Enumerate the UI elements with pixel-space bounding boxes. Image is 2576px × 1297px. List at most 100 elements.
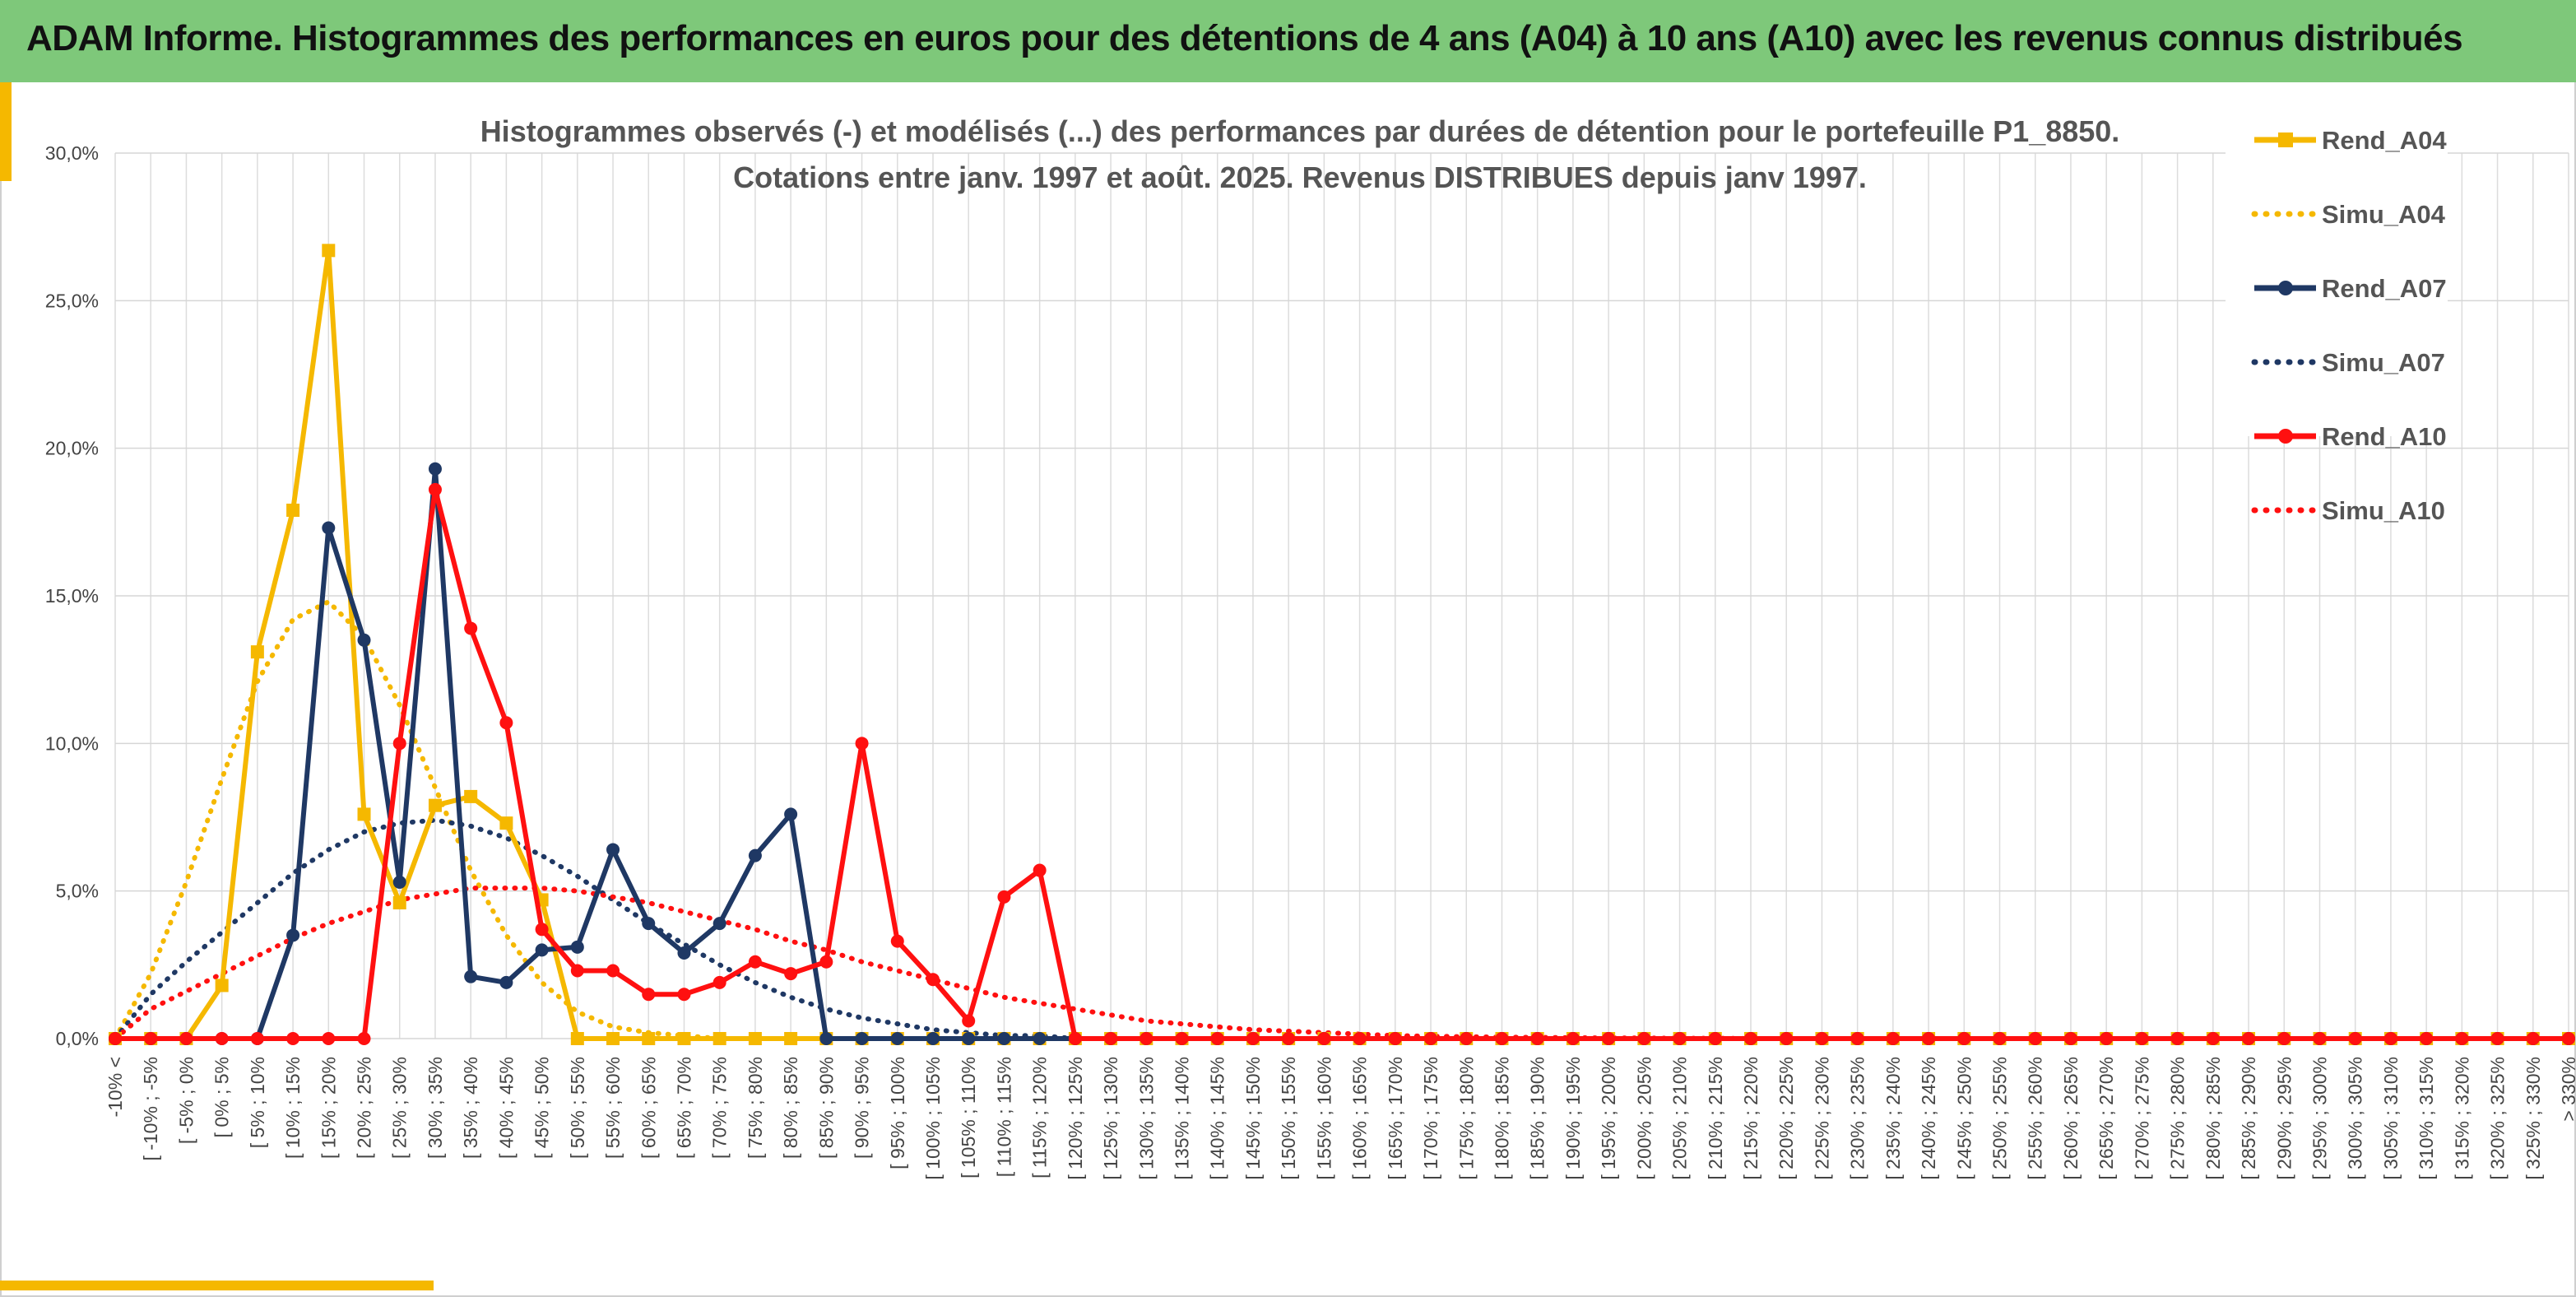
x-tick-label: [ 90% ; 95% — [852, 1057, 873, 1159]
point-Rend_A07 — [997, 1032, 1011, 1045]
point-Rend_A04 — [784, 1032, 798, 1045]
point-Rend_A07 — [322, 521, 336, 535]
point-Rend_A10 — [392, 737, 406, 751]
point-Rend_A07 — [1033, 1032, 1047, 1045]
x-tick-label: [ 70% ; 75% — [709, 1057, 731, 1159]
point-Rend_A10 — [2063, 1032, 2077, 1045]
x-tick-label: [ 45% ; 50% — [531, 1057, 553, 1159]
x-tick-label: [ 30% ; 35% — [425, 1057, 446, 1159]
point-Rend_A07 — [570, 940, 584, 954]
point-Rend_A07 — [712, 917, 726, 931]
point-Rend_A10 — [499, 716, 513, 730]
point-Rend_A10 — [677, 988, 691, 1002]
point-Rend_A10 — [1637, 1032, 1651, 1045]
legend-marker — [2278, 132, 2293, 147]
point-Rend_A10 — [784, 967, 798, 981]
y-tick-label: 30,0% — [45, 142, 99, 164]
page-title: ADAM Informe. Histogrammes des performan… — [26, 18, 2463, 58]
point-Rend_A10 — [179, 1032, 193, 1045]
point-Rend_A10 — [1815, 1032, 1829, 1045]
point-Rend_A10 — [1957, 1032, 1971, 1045]
x-tick-label: [ 125% ; 130% — [1100, 1057, 1121, 1180]
point-Rend_A07 — [499, 975, 513, 989]
chart-title-line: Cotations entre janv. 1997 et août. 2025… — [733, 160, 1867, 194]
x-tick-label: [ 250% ; 255% — [1989, 1057, 2011, 1180]
legend-label: Simu_A04 — [2322, 200, 2446, 229]
point-Rend_A10 — [1033, 863, 1047, 877]
x-tick-label: [ 55% ; 60% — [602, 1057, 624, 1159]
point-Rend_A10 — [712, 975, 726, 989]
point-Rend_A10 — [997, 890, 1011, 904]
y-axis-ticks: 0,0% 5,0% 10,0% 15,0% 20,0% 25,0% 30,0% — [45, 142, 99, 1049]
histogram-chart: Histogrammes observés (-) et modélisés (… — [45, 114, 2576, 1180]
point-Rend_A04 — [215, 979, 229, 993]
legend-marker — [2278, 281, 2293, 295]
point-Rend_A10 — [464, 621, 478, 635]
point-Rend_A10 — [144, 1032, 158, 1045]
point-Rend_A10 — [2526, 1032, 2540, 1045]
point-Rend_A10 — [2313, 1032, 2327, 1045]
point-Rend_A10 — [1708, 1032, 1722, 1045]
point-Rend_A10 — [570, 964, 584, 978]
point-Rend_A10 — [428, 482, 442, 496]
series-line-Rend_A07 — [115, 466, 2569, 1041]
y-tick-label: 25,0% — [45, 290, 99, 311]
point-Rend_A10 — [1530, 1032, 1544, 1045]
point-Rend_A10 — [1139, 1032, 1153, 1045]
point-Rend_A10 — [1850, 1032, 1864, 1045]
point-Rend_A10 — [2277, 1032, 2291, 1045]
point-Rend_A10 — [109, 1032, 122, 1045]
point-Rend_A10 — [1993, 1032, 2007, 1045]
x-tick-label: [ 260% ; 265% — [2060, 1057, 2082, 1180]
point-Rend_A10 — [642, 988, 656, 1002]
point-Rend_A04 — [499, 816, 513, 830]
point-Rend_A10 — [2455, 1032, 2469, 1045]
x-tick-label: [ 50% ; 55% — [567, 1057, 588, 1159]
point-Rend_A07 — [428, 462, 442, 476]
x-tick-label: [ 200% ; 205% — [1633, 1057, 1655, 1180]
x-tick-label: [ 210% ; 215% — [1705, 1057, 1726, 1180]
series-line-Simu_A07 — [113, 817, 2571, 1041]
point-Rend_A07 — [890, 1032, 904, 1045]
legend-label: Rend_A07 — [2322, 274, 2447, 303]
point-Rend_A10 — [215, 1032, 229, 1045]
point-Rend_A10 — [1317, 1032, 1331, 1045]
point-Rend_A04 — [570, 1032, 584, 1045]
x-axis-ticks: -10% < [ -10% ; -5% [ -5% ; 0% [ 0% ; 5% [ 5… — [104, 1057, 2576, 1180]
x-tick-label: [ 120% ; 125% — [1065, 1057, 1086, 1180]
point-Rend_A10 — [1566, 1032, 1580, 1045]
point-Rend_A10 — [2135, 1032, 2149, 1045]
x-tick-label: [ 190% ; 195% — [1562, 1057, 1584, 1180]
point-Rend_A10 — [2170, 1032, 2184, 1045]
point-Rend_A04 — [286, 503, 300, 517]
x-tick-label: [ 320% ; 325% — [2487, 1057, 2509, 1180]
point-Rend_A07 — [286, 928, 300, 942]
x-tick-label: [ 0% ; 5% — [211, 1057, 233, 1137]
x-tick-label: -10% < — [104, 1057, 126, 1118]
legend-label: Rend_A10 — [2322, 422, 2447, 451]
point-Rend_A10 — [2100, 1032, 2114, 1045]
x-tick-label: [ 170% ; 175% — [1420, 1057, 1441, 1180]
point-Rend_A10 — [286, 1032, 300, 1045]
point-Rend_A07 — [855, 1032, 869, 1045]
chart-grid — [114, 152, 2569, 1039]
series-lines — [109, 244, 2575, 1045]
point-Rend_A10 — [1068, 1032, 1082, 1045]
x-tick-label: [ 40% ; 45% — [495, 1057, 517, 1159]
point-Rend_A04 — [428, 798, 442, 812]
x-tick-label: [ 95% ; 100% — [887, 1057, 908, 1169]
y-tick-label: 20,0% — [45, 438, 99, 459]
x-tick-label: [ 245% ; 250% — [1953, 1057, 1975, 1180]
x-tick-label: [ 255% ; 260% — [2025, 1057, 2046, 1180]
point-Rend_A10 — [1282, 1032, 1296, 1045]
point-Rend_A10 — [855, 737, 869, 751]
x-tick-label: [ 135% ; 140% — [1172, 1057, 1193, 1180]
x-tick-label: [ 300% ; 305% — [2345, 1057, 2366, 1180]
x-tick-label: [ 180% ; 185% — [1491, 1057, 1512, 1180]
point-Rend_A10 — [2383, 1032, 2397, 1045]
point-Rend_A04 — [464, 789, 478, 803]
point-Rend_A07 — [535, 943, 549, 957]
x-tick-label: [ 145% ; 150% — [1242, 1057, 1264, 1180]
x-tick-label: [ 315% ; 320% — [2451, 1057, 2472, 1180]
series-line-Rend_A04 — [115, 248, 2569, 1041]
